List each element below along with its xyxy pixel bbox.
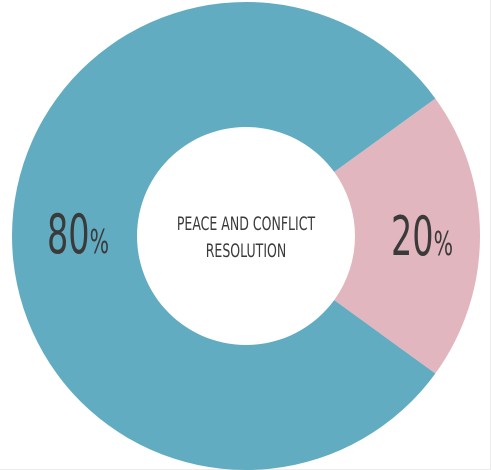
label-20: 20% bbox=[391, 205, 453, 269]
label-80: 80% bbox=[47, 203, 109, 267]
donut-slices bbox=[12, 1, 480, 470]
label-80-unit: % bbox=[90, 224, 109, 261]
center-label-line-1: PEACE AND CONFLICT bbox=[177, 212, 315, 234]
center-label-line-2: RESOLUTION bbox=[206, 239, 287, 261]
label-80-number: 80 bbox=[47, 203, 90, 267]
label-20-number: 20 bbox=[391, 205, 434, 269]
label-20-unit: % bbox=[434, 226, 453, 263]
donut-slice-20 bbox=[334, 98, 480, 374]
donut-slice-80 bbox=[12, 1, 436, 470]
